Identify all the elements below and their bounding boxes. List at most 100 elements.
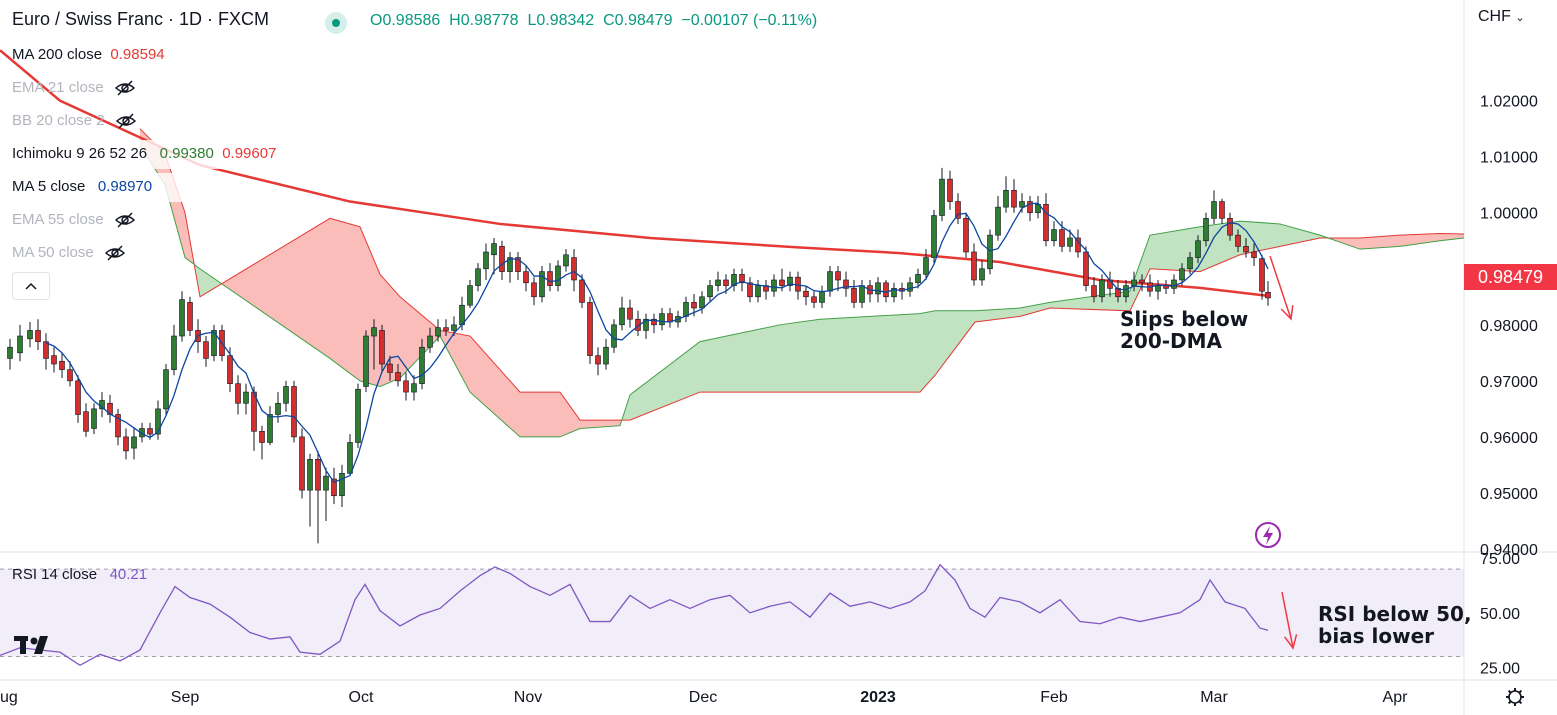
candle bbox=[475, 263, 481, 292]
candle bbox=[1091, 277, 1097, 303]
price-tick-label: 0.98000 bbox=[1480, 318, 1538, 335]
candle-body bbox=[1043, 204, 1049, 242]
currency-selector[interactable]: CHF ⌄ bbox=[1478, 8, 1525, 26]
cloud-segment bbox=[630, 341, 700, 421]
candle-body bbox=[475, 268, 481, 286]
candle-body bbox=[723, 279, 729, 286]
candle-body bbox=[1059, 229, 1065, 247]
candle bbox=[563, 249, 569, 272]
cloud-segment bbox=[820, 313, 920, 393]
candle-body bbox=[483, 251, 489, 270]
candle-body bbox=[123, 436, 129, 452]
candle-body bbox=[859, 285, 865, 303]
candle bbox=[1227, 212, 1233, 241]
price-down-arrow bbox=[1269, 255, 1294, 321]
candle-body bbox=[171, 335, 177, 370]
cloud-segment bbox=[221, 218, 330, 359]
cloud-segment bbox=[1130, 235, 1150, 311]
ohlc-open: O0.98586 bbox=[370, 12, 441, 29]
candle-body bbox=[259, 430, 265, 443]
candle-body bbox=[1243, 246, 1249, 253]
candle-body bbox=[531, 282, 537, 298]
candle bbox=[1099, 274, 1105, 303]
candle bbox=[139, 422, 145, 443]
candle bbox=[523, 265, 529, 292]
arrow-head bbox=[1283, 634, 1298, 650]
candle bbox=[1059, 221, 1065, 252]
candle bbox=[435, 319, 441, 342]
candle-body bbox=[67, 369, 73, 382]
candle-body bbox=[395, 372, 401, 382]
price-tick-label: 1.01000 bbox=[1480, 150, 1538, 167]
candle bbox=[1115, 279, 1121, 303]
ohlc-close: C0.98479 bbox=[603, 12, 673, 29]
candle bbox=[211, 324, 217, 362]
candle-body bbox=[451, 324, 457, 331]
candle-body bbox=[235, 383, 241, 404]
legend-ema21[interactable]: EMA 21 close bbox=[12, 75, 136, 101]
candle bbox=[403, 372, 409, 401]
candle bbox=[1003, 176, 1009, 213]
time-tick-label: Feb bbox=[1040, 689, 1068, 706]
candle-body bbox=[787, 276, 793, 286]
candle bbox=[827, 265, 833, 297]
candle bbox=[267, 406, 273, 446]
candle-body bbox=[179, 299, 185, 337]
eye-hidden-icon bbox=[104, 245, 126, 261]
candle-body bbox=[515, 257, 521, 272]
candle bbox=[163, 364, 169, 415]
legend-ma50[interactable]: MA 50 close bbox=[12, 240, 126, 266]
candle bbox=[1155, 279, 1161, 300]
candle bbox=[731, 268, 737, 292]
collapse-legend-button[interactable] bbox=[12, 272, 50, 300]
candle-body bbox=[91, 408, 97, 429]
candle-body bbox=[963, 218, 969, 253]
candle bbox=[587, 296, 593, 365]
price-tick-label: 1.02000 bbox=[1480, 94, 1538, 111]
legend-ichimoku[interactable]: Ichimoku 9 26 52 26 0.99380 0.99607 bbox=[12, 145, 277, 162]
candle-body bbox=[491, 243, 497, 256]
ohlc-readout: O0.98586 H0.98778 L0.98342 C0.98479 −0.0… bbox=[370, 12, 817, 30]
candle bbox=[803, 285, 809, 306]
legend-ma200[interactable]: MA 200 close 0.98594 bbox=[12, 46, 165, 63]
candle-body bbox=[563, 254, 569, 267]
candle-body bbox=[315, 459, 321, 491]
symbol-title[interactable]: Euro / Swiss Franc · 1D · FXCM bbox=[12, 9, 270, 29]
candle-body bbox=[923, 257, 929, 275]
legend-ma5[interactable]: MA 5 close 0.98970 bbox=[12, 178, 153, 195]
annotation-rsi: RSI below 50, bias lower bbox=[1318, 602, 1472, 648]
candle bbox=[539, 265, 545, 303]
candle bbox=[155, 400, 161, 440]
candle-body bbox=[803, 290, 809, 298]
candle bbox=[427, 327, 433, 353]
candle bbox=[1043, 193, 1049, 247]
legend-bb20[interactable]: BB 20 close 2 bbox=[12, 108, 137, 134]
candle-body bbox=[971, 251, 977, 281]
candle-body bbox=[1251, 251, 1257, 258]
candle-body bbox=[619, 307, 625, 326]
candle bbox=[651, 313, 657, 334]
candle-body bbox=[17, 335, 23, 354]
market-status-icon[interactable] bbox=[325, 12, 347, 34]
settings-gear-icon[interactable] bbox=[1506, 688, 1524, 706]
candle bbox=[379, 324, 385, 373]
candle bbox=[339, 464, 345, 507]
candle-body bbox=[1091, 285, 1097, 298]
candle-body bbox=[691, 302, 697, 309]
rsi-legend[interactable]: RSI 14 close 40.21 bbox=[12, 566, 148, 583]
candle bbox=[1235, 229, 1241, 252]
candle bbox=[715, 271, 721, 292]
candle-body bbox=[155, 408, 161, 435]
tradingview-logo bbox=[14, 636, 48, 654]
legend-ema55[interactable]: EMA 55 close bbox=[12, 207, 136, 233]
candle-body bbox=[1203, 218, 1209, 242]
lightning-icon[interactable] bbox=[1255, 522, 1281, 548]
rsi-tick-label: 75.00 bbox=[1480, 551, 1520, 568]
arrow-shaft bbox=[1281, 591, 1294, 649]
candle-body bbox=[227, 355, 233, 384]
candle bbox=[515, 251, 521, 280]
candle bbox=[187, 296, 193, 337]
candle-body bbox=[1099, 279, 1105, 298]
candle bbox=[891, 282, 897, 303]
candle bbox=[91, 403, 97, 435]
